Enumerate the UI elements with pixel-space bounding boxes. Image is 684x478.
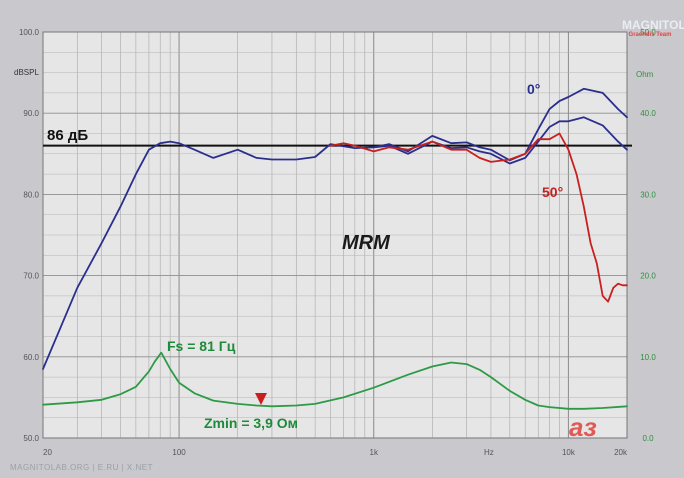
axis-ticks: 20 100 1k 10k 20k 100.0 90.0 80.0 70.0 60.0 50.0 50… bbox=[19, 28, 656, 457]
y-unit-right: Ohm bbox=[636, 70, 654, 79]
zmin-marker-icon bbox=[255, 393, 267, 405]
series-line-3 bbox=[329, 132, 628, 303]
x-unit: Hz bbox=[484, 448, 494, 457]
y-tick-label-left: 90.0 bbox=[23, 109, 39, 118]
watermark: MAGNITOLA Graendis Team bbox=[622, 18, 684, 38]
annotations: 86 дБ 0° 50° MRM Fs = 81 Гц Zmin = 3,9 О… bbox=[47, 81, 597, 442]
x-tick-label: 1k bbox=[370, 448, 379, 457]
x-tick-label: 100 bbox=[172, 448, 186, 457]
y-tick-label-right: 30.0 bbox=[640, 190, 656, 199]
series-line-1 bbox=[42, 87, 628, 370]
y-tick-label-left: 100.0 bbox=[19, 28, 40, 37]
y-tick-label-left: 80.0 bbox=[23, 190, 39, 199]
logo: аз bbox=[569, 412, 597, 442]
fs-label: Fs = 81 Гц bbox=[167, 338, 236, 354]
model-label: MRM bbox=[342, 232, 391, 254]
x-tick-label: 20k bbox=[614, 448, 628, 457]
grid bbox=[43, 32, 627, 438]
label-50deg: 50° bbox=[542, 184, 563, 200]
watermark-text: MAGNITOLA bbox=[622, 18, 684, 32]
y-tick-label-left: 50.0 bbox=[23, 434, 39, 443]
y-tick-label-left: 70.0 bbox=[23, 272, 39, 281]
series-group bbox=[42, 87, 628, 410]
label-0deg: 0° bbox=[527, 81, 540, 97]
x-tick-label: 10k bbox=[562, 448, 576, 457]
y-tick-label-right: 0.0 bbox=[642, 434, 654, 443]
y-tick-label-right: 50.0 bbox=[640, 28, 656, 37]
plot-frame bbox=[42, 31, 628, 439]
y-tick-label-right: 10.0 bbox=[640, 353, 656, 362]
zmin-label: Zmin = 3,9 Ом bbox=[204, 415, 298, 431]
y-tick-label-left: 60.0 bbox=[23, 353, 39, 362]
x-tick-label: 20 bbox=[43, 448, 52, 457]
ref-label: 86 дБ bbox=[47, 127, 88, 144]
footer-text: MAGNITOLAB.ORG | E.RU | X.NET bbox=[10, 463, 153, 472]
y-tick-label-right: 20.0 bbox=[640, 272, 656, 281]
y-tick-label-right: 40.0 bbox=[640, 109, 656, 118]
watermark-subtext: Graendis Team bbox=[628, 32, 672, 38]
y-unit-left: dBSPL bbox=[14, 68, 39, 77]
series-line-4 bbox=[42, 351, 628, 410]
